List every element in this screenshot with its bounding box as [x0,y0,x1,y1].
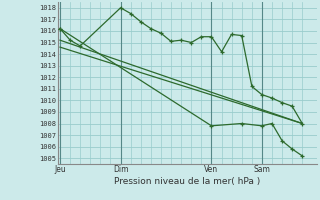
X-axis label: Pression niveau de la mer( hPa ): Pression niveau de la mer( hPa ) [114,177,260,186]
